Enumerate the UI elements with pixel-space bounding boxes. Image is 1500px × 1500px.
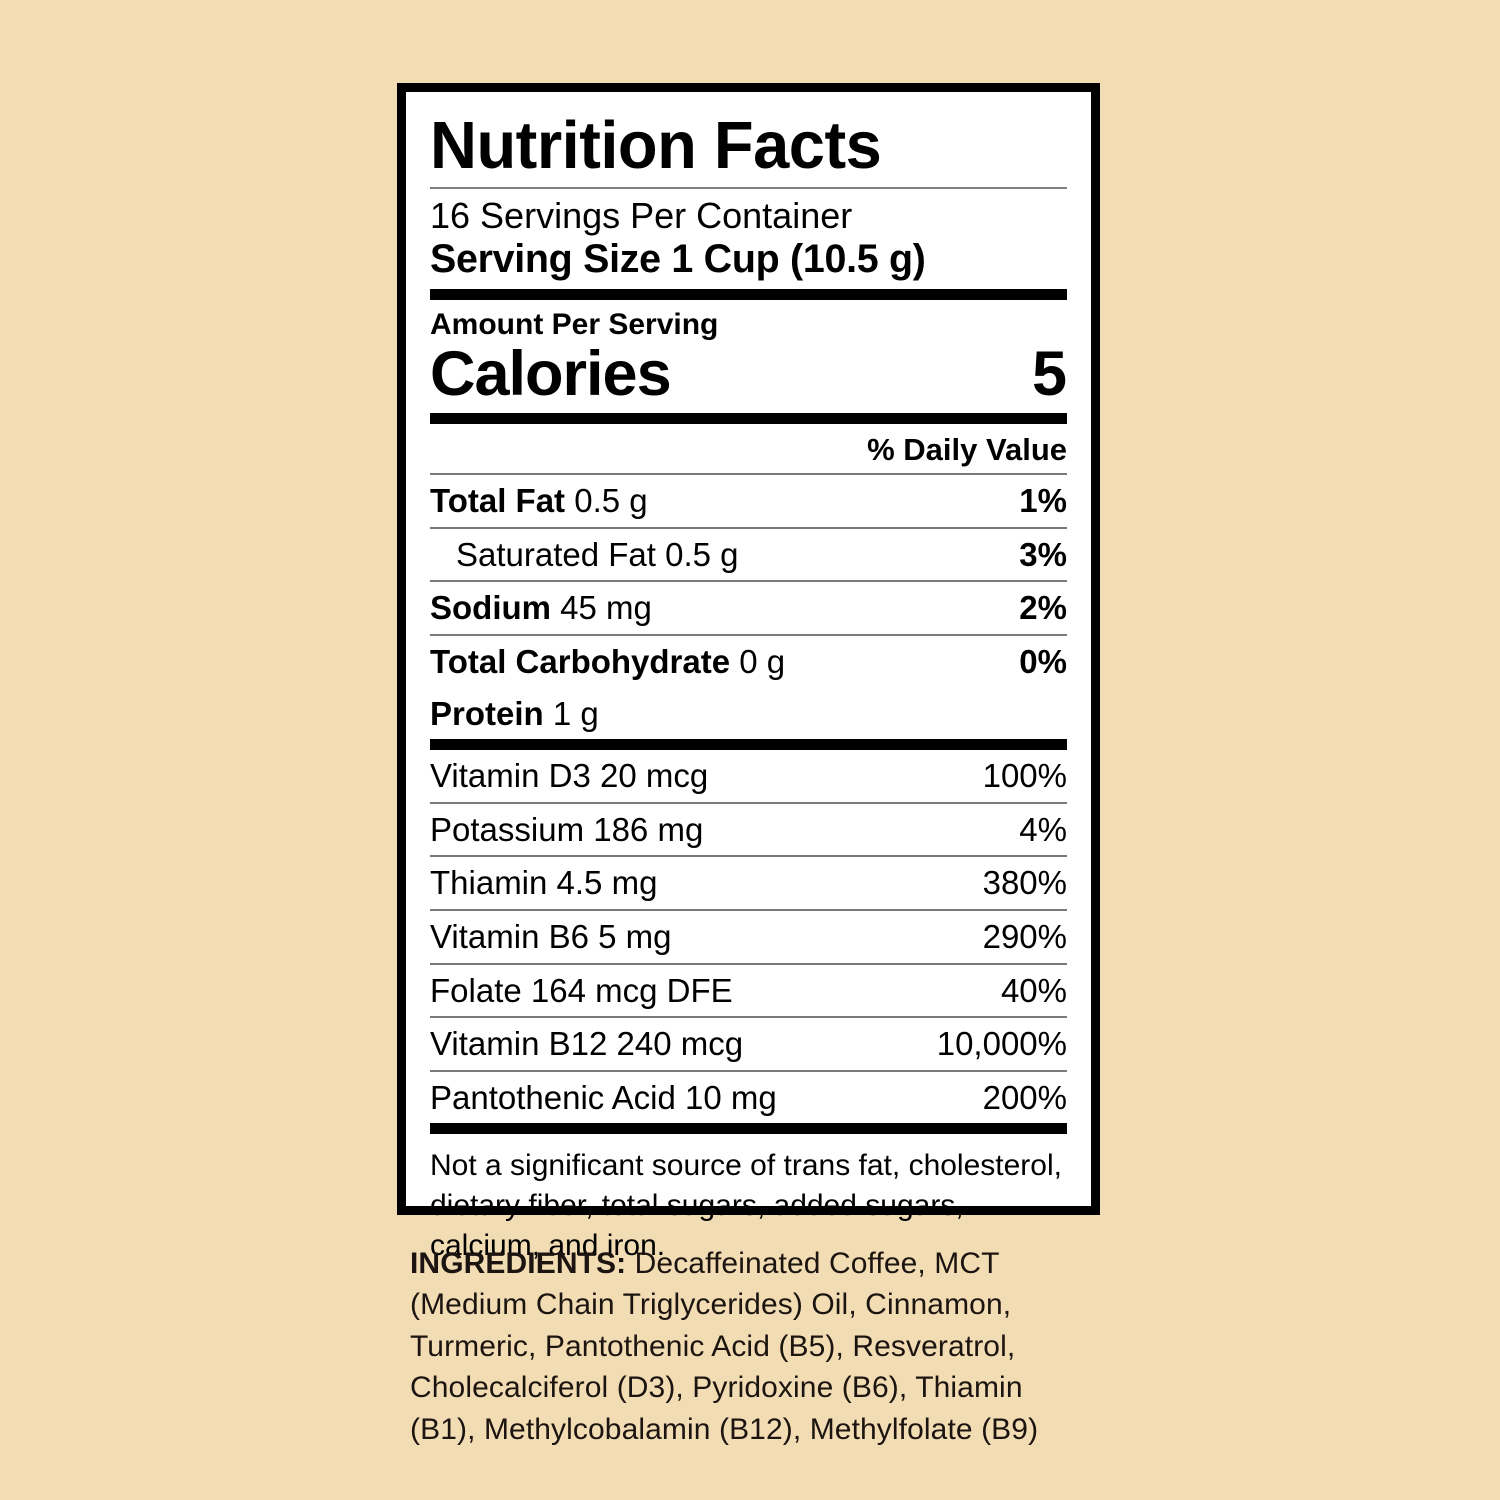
divider-after-calories — [430, 413, 1067, 425]
vitamin-percent: 290% — [982, 917, 1067, 955]
ingredients-text: Decaffeinated Coffee, MCT (Medium Chain … — [410, 1247, 1039, 1446]
vitamin-name: Vitamin B12 240 mcg — [430, 1025, 744, 1063]
macronutrient-rows: Total Fat 0.5 g 1% Saturated Fat 0.5 g 3% So… — [430, 475, 1067, 739]
vitamin-row-divider — [430, 908, 1067, 911]
vitamin-percent: 100% — [982, 757, 1067, 795]
vitamin-name: Folate 164 mcg DFE — [430, 971, 733, 1009]
nutrient-name: Total Fat 0.5 g — [430, 482, 648, 520]
vitamin-row: Thiamin 4.5 mg 380% — [430, 857, 1067, 909]
footnote-text: Not a significant source of trans fat, c… — [430, 1149, 1062, 1262]
vitamin-row-divider — [430, 1069, 1067, 1072]
nutrient-row-divider — [430, 580, 1067, 583]
nutrient-percent: 0% — [1019, 642, 1067, 680]
nutrient-name: Sodium 45 mg — [430, 589, 652, 627]
vitamin-row: Folate 164 mcg DFE 40% — [430, 965, 1067, 1017]
panel-title: Nutrition Facts — [430, 108, 882, 183]
vitamin-name: Vitamin D3 20 mcg — [430, 757, 709, 795]
vitamin-row-divider — [430, 962, 1067, 965]
nutrient-row: Total Carbohydrate 0 g 0% — [430, 636, 1067, 688]
nutrient-row: Saturated Fat 0.5 g 3% — [430, 529, 1067, 581]
nutrient-percent: 2% — [1019, 589, 1067, 627]
divider-after-vitamins — [430, 1123, 1067, 1135]
vitamin-row: Vitamin D3 20 mcg 100% — [430, 750, 1067, 802]
vitamin-percent: 40% — [1000, 971, 1067, 1009]
nutrient-row-divider — [430, 526, 1067, 529]
nutrition-facts-panel: Nutrition Facts 16 Servings Per Containe… — [397, 83, 1100, 1262]
calories-row: Calories 5 — [430, 341, 1067, 413]
nutrient-row: Protein 1 g — [430, 688, 1067, 740]
vitamin-row: Potassium 186 mg 4% — [430, 804, 1067, 856]
vitamin-rows: Vitamin D3 20 mcg 100% Potassium 186 mg 4% T… — [430, 750, 1067, 1123]
divider-after-dv-header — [430, 473, 1067, 476]
daily-value-header: % Daily Value — [867, 432, 1067, 468]
nutrient-name: Protein 1 g — [430, 694, 599, 732]
title-underline-rule — [430, 187, 1067, 189]
calories-value: 5 — [1031, 339, 1067, 410]
vitamin-percent: 200% — [982, 1078, 1067, 1116]
serving-size: Serving Size 1 Cup (10.5 g) — [430, 237, 926, 282]
vitamin-row: Pantothenic Acid 10 mg 200% — [430, 1072, 1067, 1124]
nutrient-name: Total Carbohydrate 0 g — [430, 642, 786, 680]
ingredients-block: INGREDIENTS: Decaffeinated Coffee, MCT (… — [410, 1243, 1070, 1450]
vitamin-row: Vitamin B6 5 mg 290% — [430, 911, 1067, 963]
vitamin-row-divider — [430, 1016, 1067, 1019]
vitamin-name: Vitamin B6 5 mg — [430, 917, 672, 955]
calories-label: Calories — [430, 339, 672, 410]
nutrient-percent: 3% — [1019, 535, 1067, 573]
ingredients-heading: INGREDIENTS: — [410, 1247, 627, 1280]
vitamin-row-divider — [430, 801, 1067, 804]
vitamin-percent: 10,000% — [936, 1025, 1067, 1063]
vitamin-row: Vitamin B12 240 mcg 10,000% — [430, 1018, 1067, 1070]
amount-per-serving-label: Amount Per Serving — [430, 308, 719, 342]
divider-after-serving-size — [430, 289, 1067, 301]
vitamin-name: Potassium 186 mg — [430, 810, 704, 848]
nutrient-name: Saturated Fat 0.5 g — [456, 535, 739, 573]
vitamin-percent: 4% — [1019, 810, 1067, 848]
vitamin-row-divider — [430, 855, 1067, 858]
vitamin-name: Pantothenic Acid 10 mg — [430, 1078, 777, 1116]
nutrient-percent: 1% — [1019, 482, 1067, 520]
vitamin-name: Thiamin 4.5 mg — [430, 864, 658, 902]
nutrient-row: Total Fat 0.5 g 1% — [430, 475, 1067, 527]
nutrient-row-divider — [430, 633, 1067, 636]
vitamin-percent: 380% — [982, 864, 1067, 902]
nutrient-row: Sodium 45 mg 2% — [430, 582, 1067, 634]
servings-per-container: 16 Servings Per Container — [430, 195, 853, 236]
divider-after-protein — [430, 739, 1067, 751]
